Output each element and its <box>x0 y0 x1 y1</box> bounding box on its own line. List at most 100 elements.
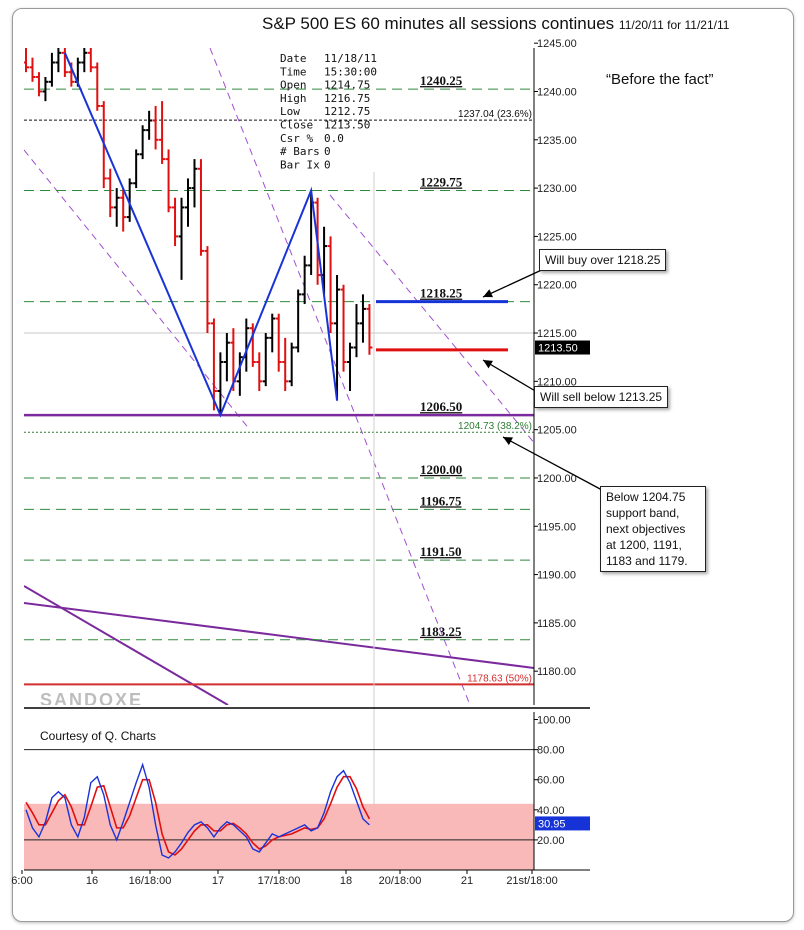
before-fact-note: “Before the fact” <box>606 71 714 88</box>
stoch-readout-label: 30.95 <box>538 818 566 830</box>
ohlc-bar <box>301 255 308 305</box>
info-value: 0 <box>324 158 331 171</box>
info-key: Csr % <box>280 132 313 145</box>
ohlc-bar <box>81 48 88 73</box>
info-value: 0.0 <box>324 132 344 145</box>
courtesy-label: Courtesy of Q. Charts <box>40 729 156 743</box>
ohlc-bar <box>340 284 347 372</box>
callout-support-line: 1183 and 1179. <box>606 554 688 568</box>
ohlc-bar <box>236 352 243 396</box>
price-pane: SANDOXE <box>24 48 534 710</box>
info-key: Close <box>280 119 313 132</box>
ohlc-bar <box>146 110 153 140</box>
price-tick-label: 1235.00 <box>537 135 577 147</box>
ohlc-bar <box>55 48 62 73</box>
info-key: High <box>280 92 307 105</box>
ohlc-bar <box>347 342 353 391</box>
ohlc-bar <box>223 333 230 382</box>
stoch-tick-label: 20.00 <box>537 835 565 847</box>
level-label: 1218.25 <box>420 286 463 301</box>
ohlc-bar <box>152 105 159 150</box>
trendline <box>24 602 534 669</box>
info-key: # Bars <box>280 145 320 158</box>
watermark: SANDOXE <box>40 690 143 710</box>
channel-line <box>209 48 471 705</box>
ohlc-bar <box>172 197 179 247</box>
price-tick-label: 1210.00 <box>537 376 577 388</box>
price-tick-label: 1220.00 <box>537 280 577 292</box>
ohlc-bar <box>120 188 127 232</box>
ohlc-bar <box>275 313 282 372</box>
info-key: Open <box>280 79 307 92</box>
level-label: 1240.25 <box>420 73 463 88</box>
last-price-label: 1213.50 <box>538 343 578 355</box>
time-label: 17 <box>212 875 224 887</box>
stoch-tick-label: 60.00 <box>537 775 565 787</box>
price-tick-label: 1225.00 <box>537 231 577 243</box>
ohlc-bar <box>210 318 217 411</box>
ohlc-bar <box>61 48 68 77</box>
ohlc-bar <box>24 48 29 73</box>
callout-buy: Will buy over 1218.25 <box>539 249 667 271</box>
trendline <box>24 585 229 705</box>
ohlc-bar <box>197 159 204 256</box>
ohlc-bar <box>282 337 289 391</box>
callout-sell: Will sell below 1213.25 <box>534 386 669 408</box>
time-label: 16/18:00 <box>129 875 172 887</box>
stoch-k-line <box>25 762 370 859</box>
ohlc-bar <box>334 275 341 401</box>
last-price-tag <box>535 340 590 355</box>
ohlc-bar <box>295 289 302 353</box>
ohlc-bar <box>159 101 166 164</box>
fib-label: 1204.73 (38.2%) <box>458 421 532 432</box>
ohlc-bar <box>204 246 211 334</box>
time-label: 21 <box>461 875 473 887</box>
price-tick-label: 1180.00 <box>537 666 576 678</box>
ohlc-bar <box>262 333 269 387</box>
info-value: 11/18/11 <box>324 52 377 65</box>
ohlc-bar <box>126 178 133 222</box>
callout-support: Below 1204.75 support band, next objecti… <box>600 486 706 572</box>
ohlc-bar <box>42 76 49 102</box>
stoch-readout-tag <box>535 816 590 831</box>
ohlc-bar <box>133 149 140 189</box>
zigzag-line <box>63 52 339 418</box>
price-tick-label: 1195.00 <box>537 521 576 533</box>
time-label: 20/18:00 <box>379 875 422 887</box>
callout-sell-text: Will sell below 1213.25 <box>540 390 663 404</box>
price-tick-label: 1185.00 <box>537 618 576 630</box>
ohlc-bar <box>185 178 191 227</box>
ohlc-bar <box>191 159 198 208</box>
price-tick-label: 1190.00 <box>537 570 576 582</box>
title-date-range: 11/20/11 for 11/21/11 <box>618 18 730 32</box>
ohlc-bar <box>139 125 146 160</box>
price-tick-label: 1240.00 <box>537 86 577 98</box>
ohlc-bar <box>217 352 224 416</box>
info-value: 1213.50 <box>324 119 370 132</box>
ohlc-bar <box>107 168 114 218</box>
time-label: 18 <box>340 875 352 887</box>
callout-arrow <box>502 436 603 491</box>
price-tick-label: 1200.00 <box>537 473 577 485</box>
ohlc-bar <box>165 149 172 213</box>
info-value: 15:30:00 <box>324 65 377 78</box>
info-value: 0 <box>324 145 331 158</box>
stoch-d-line <box>25 775 371 856</box>
ohlc-bar <box>94 62 101 111</box>
price-tick-label: 1230.00 <box>537 183 577 195</box>
price-tick-label: 1215.00 <box>537 328 577 340</box>
info-key: Low <box>280 105 300 118</box>
level-label: 1229.75 <box>420 175 463 190</box>
time-label: 16 <box>86 875 98 887</box>
callout-arrow <box>482 267 547 298</box>
chart-frame <box>12 8 794 922</box>
callout-arrowhead <box>483 360 493 369</box>
callout-support-line: at 1200, 1191, <box>606 538 682 552</box>
info-value: 1212.75 <box>324 105 370 118</box>
callout-arrowhead <box>483 289 493 298</box>
stoch-tick-label: 80.00 <box>537 745 565 757</box>
time-label: 21st/18:00 <box>506 875 557 887</box>
callout-support-line: support band, <box>606 506 680 520</box>
ohlc-bar <box>269 313 276 353</box>
